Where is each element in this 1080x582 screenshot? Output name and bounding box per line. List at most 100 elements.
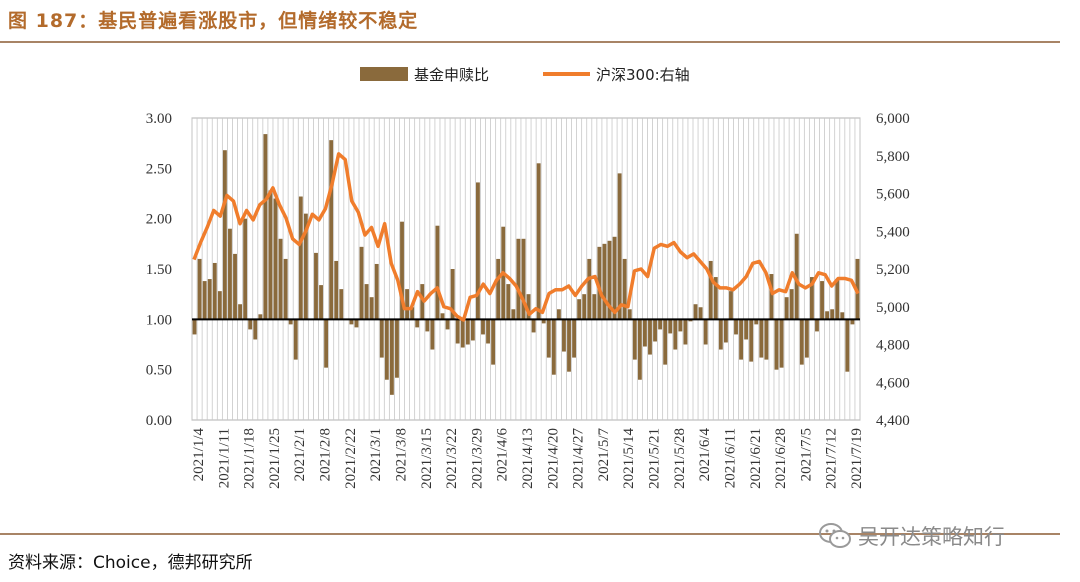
y-right-tick-label: 5,200 bbox=[876, 262, 910, 278]
x-tick-label: 2021/3/1 bbox=[368, 428, 384, 481]
x-tick-label: 2021/4/20 bbox=[545, 428, 561, 489]
bar bbox=[334, 260, 339, 320]
bar bbox=[627, 309, 632, 320]
bar bbox=[207, 279, 212, 320]
legend-label-line: 沪深300:右轴 bbox=[596, 66, 690, 84]
bar bbox=[359, 246, 364, 320]
bar bbox=[212, 262, 217, 320]
bar bbox=[688, 319, 693, 322]
x-tick-label: 2021/7/5 bbox=[798, 428, 814, 481]
bar bbox=[693, 304, 698, 320]
bar bbox=[551, 319, 556, 375]
bar bbox=[536, 163, 541, 320]
watermark-text: 吴开达策略知行 bbox=[858, 525, 1005, 549]
bar bbox=[415, 319, 420, 328]
bar bbox=[794, 233, 799, 320]
y-left-tick-label: 2.00 bbox=[146, 212, 172, 228]
bar bbox=[718, 319, 723, 350]
bar bbox=[278, 238, 283, 320]
bar bbox=[779, 319, 784, 368]
bar bbox=[703, 319, 708, 345]
y-right-tick-label: 5,600 bbox=[876, 187, 910, 203]
bar bbox=[526, 294, 531, 320]
bar bbox=[759, 319, 764, 358]
y-right-tick-label: 4,600 bbox=[876, 375, 910, 391]
bar bbox=[804, 319, 809, 358]
watermark: 吴开达策略知行 bbox=[818, 517, 1005, 555]
bar bbox=[440, 313, 445, 320]
bar bbox=[556, 309, 561, 320]
bar bbox=[617, 173, 622, 320]
bar bbox=[769, 274, 774, 320]
bar bbox=[420, 284, 425, 320]
bar bbox=[349, 319, 354, 325]
bar bbox=[577, 299, 582, 320]
x-tick-label: 2021/5/28 bbox=[672, 428, 688, 489]
legend-swatch-bar bbox=[360, 67, 408, 81]
bar bbox=[389, 319, 394, 395]
bar bbox=[374, 263, 379, 320]
line-series bbox=[192, 152, 860, 322]
y-axis-left: 0.00 0.50 1.00 1.50 2.00 2.50 3.00 bbox=[146, 111, 172, 429]
bar bbox=[516, 238, 521, 320]
bar bbox=[789, 289, 794, 320]
bar bbox=[410, 307, 415, 320]
x-tick-label: 2021/5/7 bbox=[596, 428, 612, 482]
source-note: 资料来源：Choice，德邦研究所 bbox=[8, 553, 253, 573]
x-tick-label: 2021/3/22 bbox=[444, 428, 460, 489]
bar bbox=[744, 319, 749, 340]
bar bbox=[658, 319, 663, 330]
bar bbox=[481, 319, 485, 335]
bar bbox=[602, 243, 607, 320]
x-tick-label: 2021/7/12 bbox=[824, 428, 840, 489]
bar bbox=[643, 319, 647, 347]
bar bbox=[597, 246, 602, 320]
x-tick-label: 2021/6/4 bbox=[697, 428, 713, 482]
bar bbox=[263, 134, 268, 320]
y-right-tick-label: 6,000 bbox=[876, 111, 910, 127]
bar bbox=[850, 319, 855, 325]
bar bbox=[400, 221, 404, 320]
bar bbox=[268, 190, 273, 320]
x-tick-label: 2021/3/15 bbox=[419, 428, 435, 489]
bar bbox=[445, 319, 450, 330]
bar bbox=[283, 258, 288, 320]
bar bbox=[820, 281, 824, 320]
x-tick-label: 2021/4/13 bbox=[520, 428, 536, 489]
x-tick-label: 2021/2/22 bbox=[343, 428, 359, 489]
bar bbox=[835, 279, 840, 320]
y-right-tick-label: 5,800 bbox=[876, 149, 910, 165]
bar bbox=[192, 319, 197, 335]
bar bbox=[622, 258, 627, 320]
bar bbox=[329, 140, 334, 320]
bar bbox=[470, 319, 475, 341]
bar bbox=[663, 319, 668, 365]
bar bbox=[384, 319, 389, 380]
bar bbox=[238, 304, 242, 320]
y-left-tick-label: 2.50 bbox=[146, 161, 172, 177]
y-left-tick-label: 0.00 bbox=[146, 413, 172, 429]
x-tick-label: 2021/2/1 bbox=[292, 428, 308, 481]
y-left-tick-label: 0.50 bbox=[146, 363, 172, 379]
bar bbox=[243, 218, 248, 320]
bottom-divider bbox=[0, 533, 1060, 535]
x-tick-label: 2021/4/6 bbox=[495, 428, 511, 482]
bar bbox=[845, 319, 850, 372]
bar bbox=[572, 319, 576, 358]
bar bbox=[369, 297, 374, 320]
csi300-line bbox=[192, 152, 860, 322]
bar bbox=[810, 277, 814, 320]
x-tick-label: 2021/3/29 bbox=[469, 428, 485, 489]
y-right-tick-label: 4,800 bbox=[876, 338, 910, 354]
bar bbox=[354, 319, 359, 328]
x-tick-label: 2021/1/4 bbox=[191, 428, 207, 482]
bar bbox=[379, 319, 384, 358]
y-axis-right: 4,400 4,600 4,800 5,000 5,200 5,400 5,600 5,800… bbox=[876, 111, 910, 429]
y-left-tick-label: 1.50 bbox=[146, 262, 172, 278]
bar bbox=[754, 319, 759, 325]
bar bbox=[541, 319, 546, 324]
x-tick-label: 2021/6/21 bbox=[748, 428, 764, 489]
bar bbox=[425, 319, 430, 332]
bar bbox=[668, 319, 673, 334]
x-tick-label: 2021/4/27 bbox=[571, 428, 587, 489]
